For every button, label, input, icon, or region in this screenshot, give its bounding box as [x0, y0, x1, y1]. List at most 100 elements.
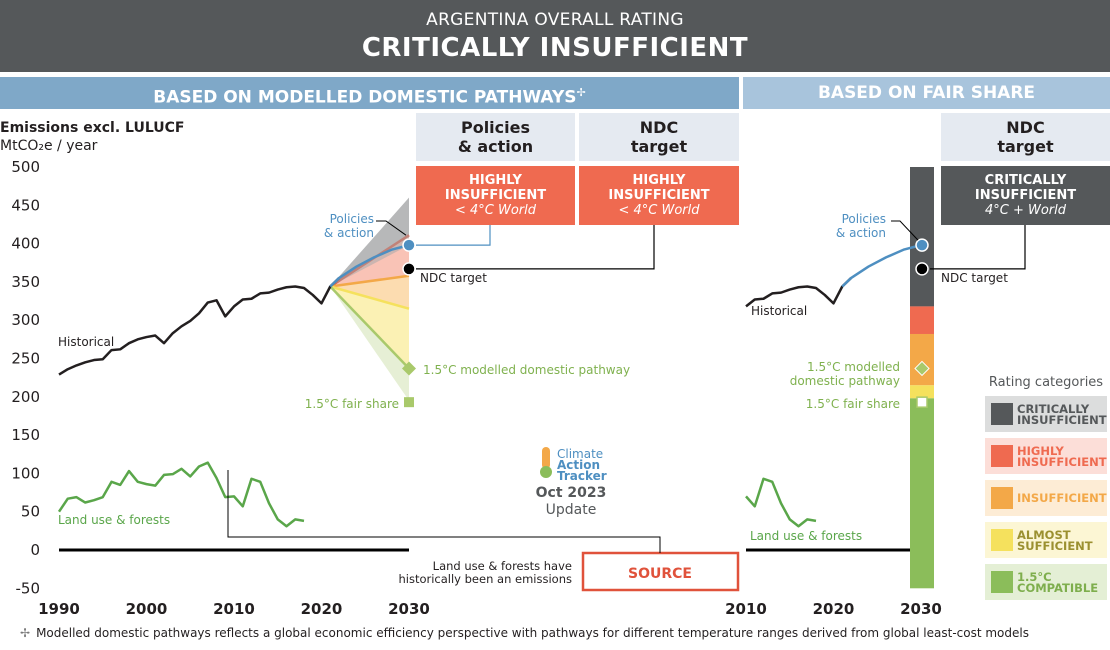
- column-heading-ndc-fair: NDC target: [941, 113, 1110, 161]
- y-tick-label: 300: [11, 311, 40, 329]
- legend-swatch: [991, 403, 1013, 425]
- policies-range: [330, 197, 409, 287]
- category-boundary-line: [329, 285, 410, 310]
- y-tick-label: 100: [11, 464, 40, 482]
- modelled-pathway-marker-right: [914, 360, 930, 377]
- y-tick-label: 50: [21, 503, 40, 521]
- rating-subtitle: ARGENTINA OVERALL RATING: [426, 10, 684, 30]
- fair-share-bar-critically: [910, 167, 934, 307]
- category-boundary-line: [330, 274, 410, 288]
- y-tick-label: 250: [11, 350, 40, 368]
- legend-swatch: [991, 445, 1013, 467]
- land-use-label: Land use & forests: [58, 513, 170, 527]
- rating-box-ndc-modelled-rating: HIGHLY INSUFFICIENT: [608, 172, 710, 203]
- band-modelled-mark: ✢: [576, 86, 586, 99]
- legend-label: 1.5°C COMPATIBLE: [1017, 570, 1098, 595]
- historical-label-right: Historical: [751, 304, 807, 318]
- logo-word-climate: Climate: [557, 447, 603, 461]
- footnote: ✢ Modelled domestic pathways reflects a g…: [20, 626, 1029, 640]
- legend-swatch: [991, 529, 1013, 551]
- rating-box-ndc-fair-world: 4°C + World: [984, 202, 1067, 218]
- rating-box-policies-world: < 4°C World: [454, 202, 537, 218]
- x-tick-label: 2030: [900, 600, 942, 618]
- logo-thermometer-tube: [542, 447, 550, 469]
- x-tick-label: 2020: [301, 600, 343, 618]
- footnote-text: Modelled domestic pathways reflects a gl…: [36, 626, 1029, 640]
- land-use-note: Land use & forests have historically been…: [398, 559, 572, 586]
- y-tick-label: 500: [11, 158, 40, 176]
- modelled-pathway-label-right: 1.5°C modelled domestic pathway: [790, 360, 900, 388]
- x-tick-label: 2000: [126, 600, 168, 618]
- legend-label: ALMOST SUFFICIENT: [1017, 528, 1093, 553]
- policies-pointer-left: [376, 220, 407, 236]
- policies-pointer-right: [891, 220, 919, 241]
- source-box: [581, 551, 740, 592]
- policies-action-line: [329, 243, 410, 288]
- legend-title: Rating categories: [989, 375, 1103, 390]
- y-tick-label: 200: [11, 388, 40, 406]
- range-compatible: [330, 286, 409, 401]
- ndc-connector-right: [930, 225, 1026, 270]
- fair-share-label: 1.5°C fair share: [305, 397, 399, 411]
- rating-box-ndc-modelled: HIGHLY INSUFFICIENT < 4°C World: [579, 166, 739, 225]
- modelled-pathway-marker: [402, 361, 416, 376]
- rating-box-policies: HIGHLY INSUFFICIENT < 4°C World: [416, 166, 575, 225]
- land-use-line-right: [745, 477, 817, 528]
- modelled-pathway-label: 1.5°C modelled domestic pathway: [423, 363, 630, 377]
- logo-thermometer-bulb: [540, 466, 552, 478]
- column-heading-ndc-modelled: NDC target: [579, 113, 739, 161]
- y-tick-label: 350: [11, 273, 40, 291]
- rating-title: CRITICALLY INSUFFICIENT: [361, 33, 749, 63]
- historical-label: Historical: [58, 335, 114, 349]
- rating-box-ndc-fair: CRITICALLY INSUFFICIENT 4°C + World: [941, 166, 1110, 225]
- y-tick-label: 0: [30, 541, 40, 559]
- fair-share-bar-highly: [910, 306, 934, 334]
- source-label: SOURCE: [628, 566, 692, 582]
- historical-line-right: [745, 277, 852, 308]
- update-label: Update: [546, 502, 597, 518]
- fair-share-bar-compatible: [910, 398, 934, 589]
- logo-word-tracker: Tracker: [557, 469, 607, 483]
- column-heading-policies: Policies & action: [416, 113, 575, 161]
- rating-box-ndc-modelled-world: < 4°C World: [618, 202, 700, 218]
- source-connector: [227, 470, 661, 553]
- y-tick-label: 150: [11, 426, 40, 444]
- x-tick-label: 2010: [213, 600, 255, 618]
- x-tick-label: 2010: [725, 600, 767, 618]
- fair-share-marker: [404, 397, 414, 408]
- policies-label: Policies & action: [324, 212, 374, 240]
- x-tick-label: 1990: [38, 600, 80, 618]
- fair-share-bar-almost: [910, 385, 934, 399]
- policies-connector: [416, 225, 491, 246]
- rating-header: ARGENTINA OVERALL RATING CRITICALLY INSU…: [0, 0, 1110, 72]
- land-use-line: [57, 461, 305, 528]
- legend-label: INSUFFICIENT: [1017, 491, 1107, 505]
- rating-box-policies-rating: HIGHLY INSUFFICIENT: [444, 172, 547, 203]
- band-fair-share: BASED ON FAIR SHARE: [743, 77, 1110, 109]
- legend-label: CRITICALLY INSUFFICIENT: [1017, 402, 1107, 427]
- ndc-marker: [402, 262, 416, 276]
- update-date: Oct 2023: [536, 485, 607, 501]
- logo-word-action: Action: [557, 458, 600, 472]
- legend-swatch: [991, 571, 1013, 593]
- fair-share-label-right: 1.5°C fair share: [806, 397, 900, 411]
- historical-line: [58, 277, 340, 376]
- policies-action-line-right: [841, 243, 922, 288]
- legend-swatch: [991, 487, 1013, 509]
- legend-label: HIGHLY INSUFFICIENT: [1017, 444, 1107, 469]
- ndc-label-right: NDC target: [941, 271, 1008, 285]
- category-boundary-line: [329, 285, 410, 370]
- fair-share-bar-insufficient: [910, 333, 934, 386]
- land-use-label-right: Land use & forests: [750, 529, 862, 543]
- ndc-label: NDC target: [420, 271, 487, 285]
- band-modelled-pathways: BASED ON MODELLED DOMESTIC PATHWAYS✢: [0, 77, 739, 109]
- policies-label-right: Policies & action: [836, 212, 886, 240]
- x-tick-label: 2030: [388, 600, 430, 618]
- band-fair-share-label: BASED ON FAIR SHARE: [817, 83, 1036, 103]
- y-axis-unit: MtCO₂e / year: [0, 138, 98, 154]
- policies-marker: [402, 238, 416, 252]
- band-modelled-label: BASED ON MODELLED DOMESTIC PATHWAYS: [153, 87, 577, 108]
- y-tick-label: 400: [11, 235, 40, 253]
- fair-share-marker-right: [916, 396, 928, 408]
